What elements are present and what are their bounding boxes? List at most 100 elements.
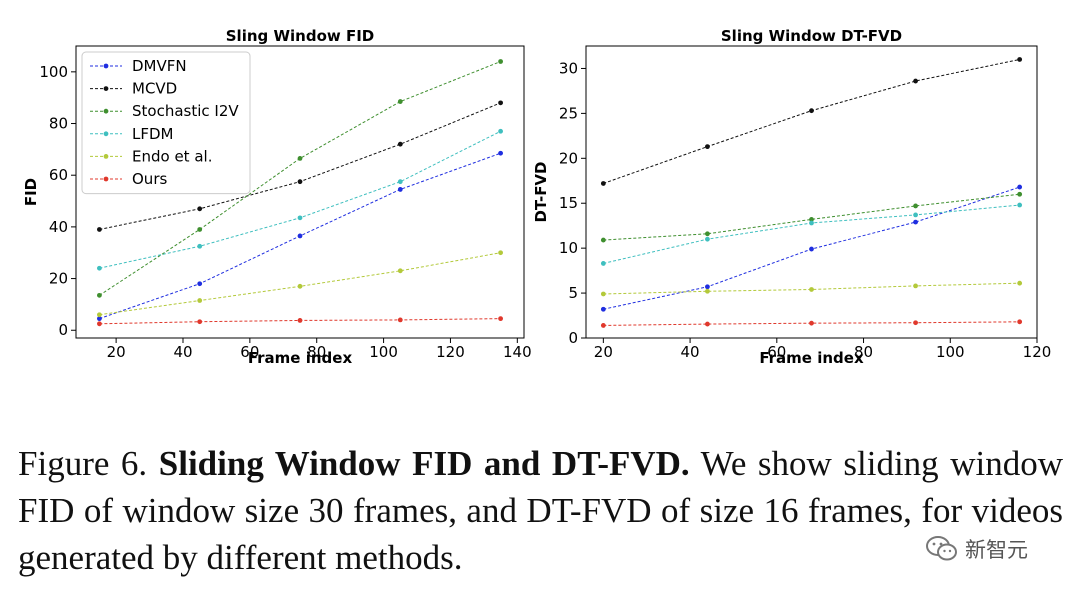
legend-label-endo-et-al: Endo et al. [132, 147, 212, 165]
legend-box [81, 51, 251, 195]
data-point-dmvfn [297, 233, 303, 239]
x-tick-label: 60 [767, 343, 786, 361]
data-point-lfdm [97, 265, 102, 271]
y-tick-label: 30 [559, 59, 578, 77]
legend-marker-dmvfn [103, 63, 109, 69]
watermark-text: 新智元 [965, 538, 1028, 562]
data-point-mcvd [197, 206, 203, 212]
x-tick-label: 100 [369, 343, 398, 361]
chart-title: Sling Window FID [226, 27, 375, 45]
x-tick-label: 120 [1023, 343, 1052, 361]
data-point-stochastic-i2v [913, 203, 918, 209]
data-point-endo-et-al [197, 298, 203, 303]
x-tick-label: 100 [936, 343, 965, 361]
data-point-stochastic-i2v [809, 217, 814, 222]
series-line-endo-et-al [99, 252, 501, 316]
data-point-ours [705, 321, 710, 327]
data-point-mcvd [809, 108, 814, 114]
data-point-ours [297, 318, 303, 323]
data-point-mcvd [705, 144, 710, 150]
x-axis-label: Frame index [759, 349, 864, 367]
data-point-stochastic-i2v [600, 237, 606, 243]
x-tick-label: 40 [173, 343, 192, 361]
y-tick-label: 60 [49, 166, 68, 184]
data-point-endo-et-al [600, 291, 606, 297]
data-point-ours [197, 319, 203, 325]
data-point-endo-et-al [297, 283, 303, 289]
data-point-mcvd [913, 78, 918, 84]
data-point-stochastic-i2v [705, 231, 710, 237]
data-point-endo-et-al [705, 288, 710, 294]
legend-marker-lfdm [103, 131, 109, 137]
data-point-mcvd [1017, 57, 1023, 62]
data-point-endo-et-al [913, 283, 918, 289]
data-point-ours [809, 320, 814, 326]
data-point-endo-et-al [1017, 280, 1023, 286]
legend-label-lfdm: LFDM [132, 125, 173, 143]
legend-label-dmvfn: DMVFN [132, 57, 187, 75]
chart-1: Sling Window FID 20 40 60 80 100 120 140 0 20 40 60… [22, 27, 532, 367]
chart-2: Sling Window DT-FVD 20 40 60 80 100 120 0 5 10 15 2… [532, 27, 1051, 367]
caption-label: Figure 6. [18, 444, 148, 483]
x-tick-label: 80 [307, 343, 326, 361]
data-point-endo-et-al [97, 312, 102, 318]
data-point-endo-et-al [498, 250, 503, 256]
data-point-lfdm [397, 179, 403, 185]
x-tick-label: 80 [854, 343, 873, 361]
data-point-lfdm [1017, 202, 1023, 208]
plot-frame [585, 45, 1038, 339]
legend-label-ours: Ours [132, 170, 167, 188]
data-point-ours [498, 316, 503, 322]
caption-bold-title: Sliding Window FID and DT-FVD. [158, 444, 690, 483]
caption-text: We show sliding window FID of window siz… [18, 444, 1064, 577]
chart-title: Sling Window DT-FVD [721, 27, 902, 45]
y-tick-label: 5 [568, 284, 578, 302]
y-tick-label: 10 [559, 239, 578, 257]
data-point-stochastic-i2v [397, 99, 403, 104]
legend-marker-stochastic-i2v [103, 108, 109, 114]
data-point-lfdm [809, 220, 814, 226]
data-point-stochastic-i2v [97, 292, 102, 298]
x-tick-label: 40 [681, 343, 700, 361]
y-tick-label: 100 [39, 63, 68, 81]
y-tick-label: 20 [49, 270, 68, 288]
legend-marker-ours [103, 176, 109, 182]
y-tick-label: 25 [559, 104, 578, 122]
legend-label-mcvd: MCVD [132, 80, 177, 98]
x-tick-label: 20 [107, 343, 126, 361]
data-point-mcvd [297, 179, 303, 185]
data-point-mcvd [498, 100, 503, 106]
data-point-dmvfn [809, 246, 814, 252]
data-point-dmvfn [197, 281, 203, 287]
y-axis-label: FID [22, 178, 40, 206]
data-point-ours [913, 320, 918, 326]
x-axis-label: Frame index [248, 349, 353, 367]
data-point-lfdm [498, 128, 503, 134]
data-point-ours [397, 317, 403, 323]
watermark: 新智元 [925, 532, 1028, 566]
data-point-ours [97, 321, 102, 327]
series-line-ours [603, 321, 1020, 326]
x-tick-label: 140 [503, 343, 532, 361]
data-point-stochastic-i2v [498, 59, 503, 64]
data-point-lfdm [913, 212, 918, 218]
legend-marker-endo-et-al [103, 154, 109, 159]
data-point-stochastic-i2v [197, 227, 203, 232]
y-tick-label: 40 [49, 218, 68, 236]
data-point-ours [1017, 319, 1023, 325]
y-tick-label: 0 [58, 321, 68, 339]
data-point-dmvfn [913, 219, 918, 225]
data-point-stochastic-i2v [1017, 191, 1023, 197]
data-point-stochastic-i2v [297, 156, 303, 161]
data-point-ours [600, 323, 606, 328]
data-point-lfdm [600, 261, 606, 266]
x-tick-label: 60 [240, 343, 259, 361]
figure-caption: Figure 6. Sliding Window FID and DT-FVD.… [18, 440, 1063, 581]
data-point-lfdm [705, 236, 710, 242]
data-point-mcvd [97, 227, 102, 232]
y-tick-label: 20 [559, 149, 578, 167]
series-line-mcvd [603, 58, 1020, 184]
y-tick-label: 0 [568, 329, 578, 347]
y-tick-label: 15 [559, 194, 578, 212]
